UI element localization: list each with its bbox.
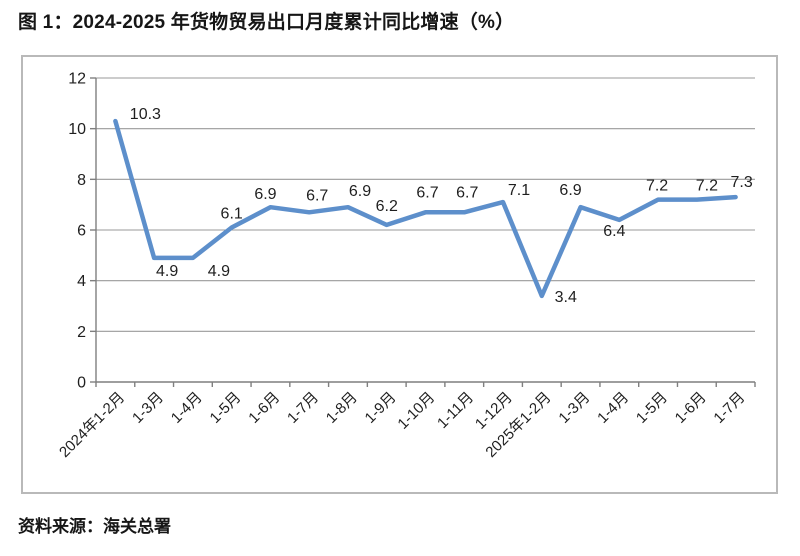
data-label: 10.3 (130, 106, 161, 123)
y-axis-label: 2 (77, 324, 86, 341)
y-axis-label: 8 (77, 172, 86, 189)
x-axis-label: 1-3月 (555, 389, 593, 427)
y-axis-label: 10 (68, 121, 86, 138)
x-axis-label: 1-3月 (129, 389, 167, 427)
data-series-line (113, 118, 738, 299)
x-axis-label: 1-4月 (594, 389, 632, 427)
x-axis-label: 1-5月 (633, 389, 671, 427)
data-label: 7.3 (730, 174, 752, 191)
data-label: 6.9 (559, 182, 581, 199)
figure-title: 图 1：2024-2025 年货物贸易出口月度累计同比增速（%） (18, 12, 515, 33)
y-axis-label: 0 (77, 375, 86, 392)
x-axis-label: 1-6月 (672, 389, 710, 427)
data-label: 4.9 (156, 263, 178, 280)
data-label: 4.9 (208, 263, 230, 280)
x-axis-label: 1-10月 (394, 389, 438, 433)
x-axis-label: 1-5月 (207, 389, 245, 427)
data-label: 6.1 (221, 205, 243, 222)
x-axis-label: 2024年1-2月 (56, 389, 128, 461)
x-axis-label: 1-6月 (245, 389, 283, 427)
x-axis-label: 1-8月 (323, 389, 361, 427)
data-label: 3.4 (555, 289, 577, 306)
data-label: 6.2 (376, 198, 398, 215)
x-axis-label: 1-11月 (434, 389, 477, 432)
data-label: 7.1 (508, 182, 530, 199)
data-label: 6.4 (603, 223, 625, 240)
y-axis-label: 6 (77, 223, 86, 240)
data-label: 6.7 (416, 184, 438, 201)
x-axis-label: 1-7月 (284, 389, 322, 427)
data-label: 7.2 (646, 178, 668, 195)
x-axis-label: 1-7月 (710, 389, 748, 427)
line-chart: 0 2 4 6 8 10 12 2024年1-2月 1-3月 1-4月 1-5月 1-6月 1-7月 1-… (21, 55, 778, 494)
data-label: 6.9 (254, 186, 276, 203)
data-label: 7.2 (696, 178, 718, 195)
data-label: 6.7 (456, 184, 478, 201)
source-note: 资料来源：海关总署 (18, 517, 171, 536)
y-axis-label: 4 (77, 273, 86, 290)
data-label: 6.7 (306, 187, 328, 204)
data-label: 6.9 (349, 183, 371, 200)
x-axis-label: 1-4月 (168, 389, 206, 427)
y-axis-label: 12 (68, 71, 86, 88)
